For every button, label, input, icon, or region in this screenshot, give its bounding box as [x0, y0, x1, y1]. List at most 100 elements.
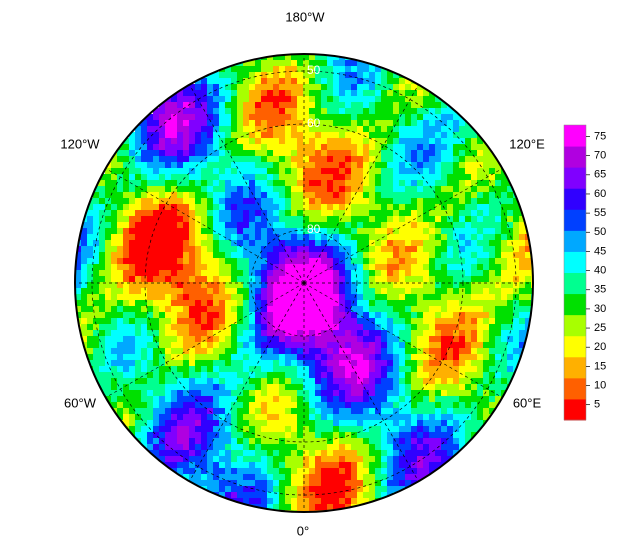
map-cell — [105, 168, 112, 175]
map-cell — [387, 78, 394, 85]
map-cell — [303, 378, 310, 385]
map-cell — [501, 222, 508, 229]
map-cell — [231, 354, 238, 361]
map-cell — [375, 252, 382, 259]
map-cell — [231, 78, 238, 85]
map-cell — [435, 138, 442, 145]
map-cell — [303, 486, 310, 493]
map-cell — [123, 420, 130, 427]
map-cell — [195, 144, 202, 151]
map-cell — [123, 288, 130, 295]
map-cell — [435, 156, 442, 163]
map-cell — [165, 276, 172, 283]
map-cell — [483, 360, 490, 367]
map-cell — [219, 234, 226, 241]
map-cell — [249, 168, 256, 175]
map-cell — [249, 72, 256, 79]
map-cell — [459, 180, 466, 187]
map-cell — [291, 72, 298, 79]
map-cell — [309, 156, 316, 163]
map-cell — [351, 414, 358, 421]
map-cell — [399, 132, 406, 139]
map-cell — [267, 474, 274, 481]
map-cell — [291, 156, 298, 163]
map-cell — [315, 306, 322, 313]
map-cell — [333, 126, 340, 133]
map-cell — [453, 336, 460, 343]
colorbar-tick-label: 50 — [594, 226, 606, 238]
map-cell — [441, 210, 448, 217]
map-cell — [261, 366, 268, 373]
map-cell — [159, 162, 166, 169]
map-cell — [381, 246, 388, 253]
map-cell — [453, 396, 460, 403]
map-cell — [81, 228, 88, 235]
map-cell — [117, 240, 124, 247]
map-cell — [513, 336, 520, 343]
map-cell — [225, 138, 232, 145]
map-cell — [147, 198, 154, 205]
map-cell — [477, 402, 484, 409]
map-cell — [351, 186, 358, 193]
map-cell — [405, 438, 412, 445]
map-cell — [411, 180, 418, 187]
map-cell — [117, 306, 124, 313]
map-cell — [111, 366, 118, 373]
map-cell — [399, 318, 406, 325]
map-cell — [351, 402, 358, 409]
map-cell — [411, 120, 418, 127]
map-cell — [177, 234, 184, 241]
map-cell — [279, 180, 286, 187]
map-cell — [279, 270, 286, 277]
map-cell — [153, 264, 160, 271]
map-cell — [183, 192, 190, 199]
map-cell — [261, 222, 268, 229]
map-cell — [321, 156, 328, 163]
map-cell — [249, 264, 256, 271]
map-cell — [345, 498, 352, 505]
map-cell — [231, 462, 238, 469]
map-cell — [285, 324, 292, 331]
map-cell — [279, 432, 286, 439]
map-cell — [369, 192, 376, 199]
map-cell — [225, 192, 232, 199]
map-cell — [435, 162, 442, 169]
map-cell — [237, 222, 244, 229]
map-cell — [327, 384, 334, 391]
map-cell — [423, 120, 430, 127]
map-cell — [267, 480, 274, 487]
map-cell — [291, 294, 298, 301]
map-cell — [273, 162, 280, 169]
map-cell — [111, 324, 118, 331]
map-cell — [255, 228, 262, 235]
map-cell — [123, 186, 130, 193]
map-cell — [279, 144, 286, 151]
map-cell — [165, 228, 172, 235]
map-cell — [267, 258, 274, 265]
map-cell — [369, 366, 376, 373]
map-cell — [303, 78, 310, 85]
map-cell — [189, 276, 196, 283]
map-cell — [321, 300, 328, 307]
map-cell — [513, 312, 520, 319]
map-cell — [135, 336, 142, 343]
map-cell — [369, 432, 376, 439]
map-cell — [147, 138, 154, 145]
map-cell — [261, 486, 268, 493]
map-cell — [483, 372, 490, 379]
map-cell — [177, 324, 184, 331]
map-cell — [87, 258, 94, 265]
map-cell — [297, 486, 304, 493]
map-cell — [351, 432, 358, 439]
map-cell — [357, 72, 364, 79]
map-cell — [327, 324, 334, 331]
map-cell — [165, 222, 172, 229]
map-cell — [267, 168, 274, 175]
map-cell — [495, 198, 502, 205]
map-cell — [399, 402, 406, 409]
map-cell — [477, 354, 484, 361]
map-cell — [183, 474, 190, 481]
map-cell — [435, 402, 442, 409]
map-cell — [207, 102, 214, 109]
map-cell — [333, 456, 340, 463]
